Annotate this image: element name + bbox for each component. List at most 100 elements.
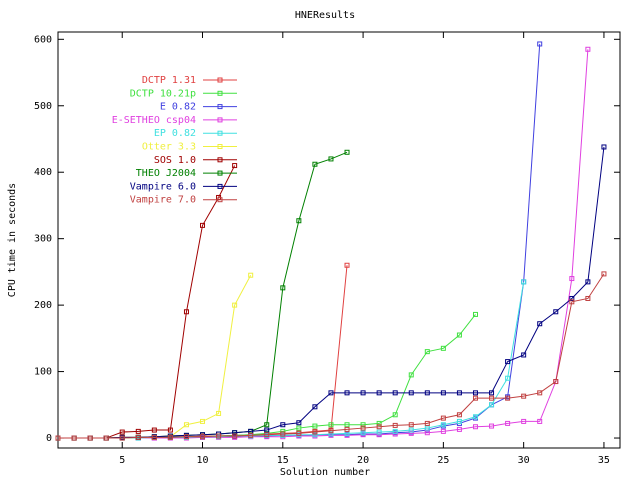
data-point — [424, 430, 430, 436]
data-point — [167, 427, 173, 433]
data-point — [537, 418, 543, 424]
data-point — [328, 422, 334, 428]
data-point — [328, 428, 334, 434]
data-point — [392, 431, 398, 437]
data-point — [71, 435, 77, 441]
data-point — [489, 390, 495, 396]
data-point — [521, 352, 527, 358]
data-point — [489, 395, 495, 401]
data-point — [200, 222, 206, 228]
data-point — [360, 430, 366, 436]
data-point — [183, 309, 189, 315]
legend-label: Otter 3.3 — [142, 142, 196, 153]
x-tick-label: 20 — [357, 455, 369, 466]
chart-title: HNEResults — [295, 10, 355, 21]
y-tick-label: 100 — [34, 367, 52, 378]
legend-label: SOS 1.0 — [154, 155, 196, 166]
data-point — [521, 279, 527, 285]
data-point — [312, 404, 318, 410]
data-point — [408, 390, 414, 396]
data-point — [440, 428, 446, 434]
data-point — [376, 424, 382, 430]
data-point — [360, 422, 366, 428]
x-tick-label: 15 — [277, 455, 289, 466]
legend-label: THEO J2004 — [136, 168, 196, 179]
data-point — [553, 309, 559, 315]
data-point — [392, 428, 398, 434]
data-point — [328, 390, 334, 396]
legend-marker — [217, 183, 223, 189]
data-point — [216, 433, 222, 439]
data-point — [344, 426, 350, 432]
data-point — [585, 279, 591, 285]
data-point — [360, 390, 366, 396]
data-point — [87, 435, 93, 441]
data-point — [440, 422, 446, 428]
data-point — [456, 412, 462, 418]
data-point — [440, 345, 446, 351]
x-tick-label: 35 — [598, 455, 610, 466]
data-point — [505, 375, 511, 381]
data-point — [280, 285, 286, 291]
data-point — [472, 424, 478, 430]
data-point — [216, 410, 222, 416]
y-tick-label: 600 — [34, 34, 52, 45]
legend-label: DCTP 10.21p — [130, 88, 196, 99]
data-point — [135, 434, 141, 440]
data-point — [344, 422, 350, 428]
data-point — [200, 418, 206, 424]
data-point — [296, 420, 302, 426]
data-point — [440, 415, 446, 421]
data-point — [312, 161, 318, 167]
legend-marker — [217, 144, 223, 149]
legend-marker — [217, 170, 223, 176]
y-tick-label: 300 — [34, 234, 52, 245]
data-point — [119, 429, 125, 435]
data-point — [183, 434, 189, 440]
data-point — [408, 427, 414, 433]
data-point — [472, 414, 478, 420]
data-point — [585, 46, 591, 52]
data-point — [505, 359, 511, 365]
y-axis-label: CPU time in seconds — [7, 183, 18, 297]
data-point — [521, 418, 527, 424]
data-point — [408, 430, 414, 436]
legend-marker — [217, 157, 223, 163]
data-point — [456, 332, 462, 338]
data-point — [424, 390, 430, 396]
data-point — [569, 276, 575, 282]
data-point — [521, 393, 527, 399]
data-point — [232, 430, 238, 436]
data-point — [344, 262, 350, 268]
data-point — [456, 418, 462, 424]
data-point — [264, 432, 270, 438]
data-point — [135, 428, 141, 434]
data-point — [505, 395, 511, 401]
data-point — [296, 218, 302, 224]
data-point — [280, 431, 286, 437]
data-point — [569, 295, 575, 301]
y-tick-label: 500 — [34, 101, 52, 112]
data-point — [376, 420, 382, 426]
legend-marker — [217, 197, 223, 203]
data-point — [151, 427, 157, 433]
data-point — [312, 432, 318, 438]
data-point — [601, 144, 607, 150]
data-point — [424, 349, 430, 355]
data-point — [232, 433, 238, 439]
data-point — [424, 420, 430, 426]
data-point — [103, 435, 109, 441]
legend-label: DCTP 1.31 — [142, 75, 196, 86]
data-point — [328, 156, 334, 162]
data-point — [119, 435, 125, 441]
data-point — [183, 422, 189, 428]
data-point — [248, 272, 254, 278]
data-point — [344, 149, 350, 155]
data-point — [424, 425, 430, 431]
data-point — [344, 390, 350, 396]
legend-marker — [217, 130, 223, 136]
legend-label: Vampire 6.0 — [130, 181, 196, 192]
data-point — [569, 299, 575, 305]
